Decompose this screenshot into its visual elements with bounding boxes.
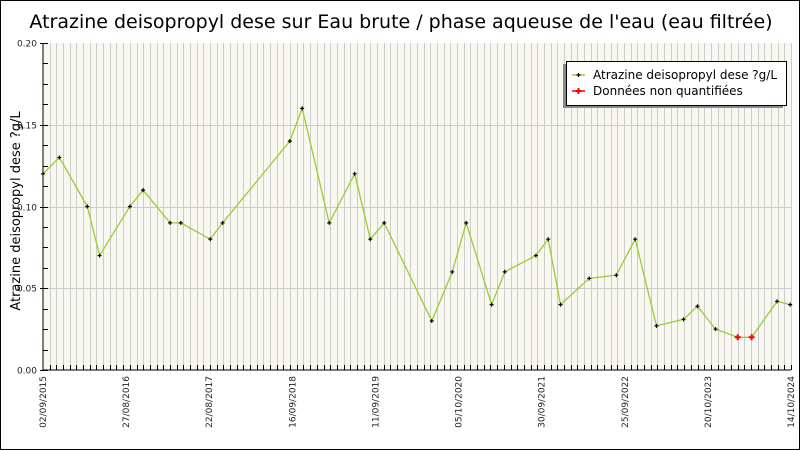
y-tick-label: 0.10 bbox=[17, 204, 37, 214]
non-quantified-marker bbox=[748, 334, 755, 341]
y-axis-label: Atrazine deisopropyl dese ?g/L bbox=[9, 111, 24, 311]
data-point-marker bbox=[178, 220, 183, 225]
data-point-marker bbox=[57, 155, 62, 160]
legend-label-measured: Atrazine deisopropyl dese ?g/L bbox=[593, 68, 777, 82]
data-point-marker bbox=[502, 269, 507, 274]
x-tick-label: 22/08/2017 bbox=[205, 376, 215, 428]
data-point-marker bbox=[382, 220, 387, 225]
horizontal-gridlines bbox=[43, 125, 791, 289]
data-point-marker bbox=[587, 276, 592, 281]
vertical-gridlines bbox=[50, 43, 792, 370]
data-point-marker bbox=[429, 318, 434, 323]
data-point-marker bbox=[300, 106, 305, 111]
data-point-marker bbox=[327, 220, 332, 225]
data-point-marker bbox=[695, 304, 700, 309]
chart-title: Atrazine deisopropyl dese sur Eau brute … bbox=[29, 11, 772, 33]
data-point-marker bbox=[287, 139, 292, 144]
data-point-marker bbox=[533, 253, 538, 258]
data-point-marker bbox=[788, 302, 793, 307]
data-series bbox=[41, 106, 793, 341]
data-point-marker bbox=[127, 204, 132, 209]
x-tick-label: 11/09/2019 bbox=[371, 376, 381, 428]
data-point-marker bbox=[681, 317, 686, 322]
y-tick-labels: 0.00 0.05 0.10 0.15 0.20 bbox=[17, 40, 37, 377]
data-point-marker bbox=[558, 302, 563, 307]
data-point-marker bbox=[546, 237, 551, 242]
non-quantified-marker bbox=[734, 334, 741, 341]
x-tick-label: 27/08/2016 bbox=[122, 376, 132, 428]
data-point-marker bbox=[633, 237, 638, 242]
data-point-marker bbox=[97, 253, 102, 258]
legend: Atrazine deisopropyl dese ?g/L Données n… bbox=[563, 61, 787, 108]
data-point-marker bbox=[368, 237, 373, 242]
x-tick-label: 20/10/2023 bbox=[704, 376, 714, 428]
data-point-marker bbox=[713, 327, 718, 332]
x-tick-label: 14/10/2024 bbox=[787, 376, 797, 428]
x-tick-label: 02/09/2015 bbox=[39, 376, 49, 428]
data-point-marker bbox=[208, 237, 213, 242]
x-tick-labels: 02/09/2015 27/08/2016 22/08/2017 16/09/2018… bbox=[39, 376, 797, 428]
data-point-marker bbox=[141, 188, 146, 193]
y-tick-label: 0.05 bbox=[17, 285, 37, 295]
data-point-marker bbox=[654, 323, 659, 328]
red-plus-marker-icon bbox=[575, 88, 582, 94]
y-tick-label: 0.20 bbox=[17, 40, 37, 50]
data-point-marker bbox=[489, 302, 494, 307]
data-point-marker bbox=[85, 204, 90, 209]
x-tick-label: 05/10/2020 bbox=[455, 376, 465, 428]
data-point-marker bbox=[41, 171, 45, 176]
legend-label-non-quantified: Données non quantifiées bbox=[593, 84, 743, 98]
data-point-marker bbox=[168, 220, 173, 225]
x-tick-label: 16/09/2018 bbox=[288, 376, 298, 428]
data-point-marker bbox=[450, 269, 455, 274]
data-point-marker bbox=[775, 299, 780, 304]
data-point-marker bbox=[464, 220, 469, 225]
y-tick-label: 0.15 bbox=[17, 122, 37, 132]
y-tick-label: 0.00 bbox=[17, 367, 37, 377]
plus-marker-icon bbox=[576, 73, 581, 77]
axis-ticks bbox=[40, 43, 792, 371]
legend-item-measured: Atrazine deisopropyl dese ?g/L bbox=[572, 68, 777, 82]
legend-item-non-quantified: Données non quantifiées bbox=[572, 84, 743, 98]
data-point-marker bbox=[614, 273, 619, 278]
x-tick-label: 30/09/2021 bbox=[538, 376, 548, 428]
data-point-marker bbox=[352, 171, 357, 176]
x-tick-label: 25/09/2022 bbox=[621, 376, 631, 428]
legend-box bbox=[566, 61, 787, 106]
data-point-marker bbox=[220, 220, 225, 225]
